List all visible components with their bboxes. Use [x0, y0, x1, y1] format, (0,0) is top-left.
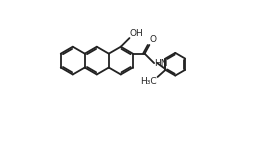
Text: H₃C: H₃C [140, 77, 157, 86]
Text: O: O [150, 35, 157, 44]
Text: HN: HN [154, 59, 168, 68]
Text: OH: OH [130, 29, 143, 38]
